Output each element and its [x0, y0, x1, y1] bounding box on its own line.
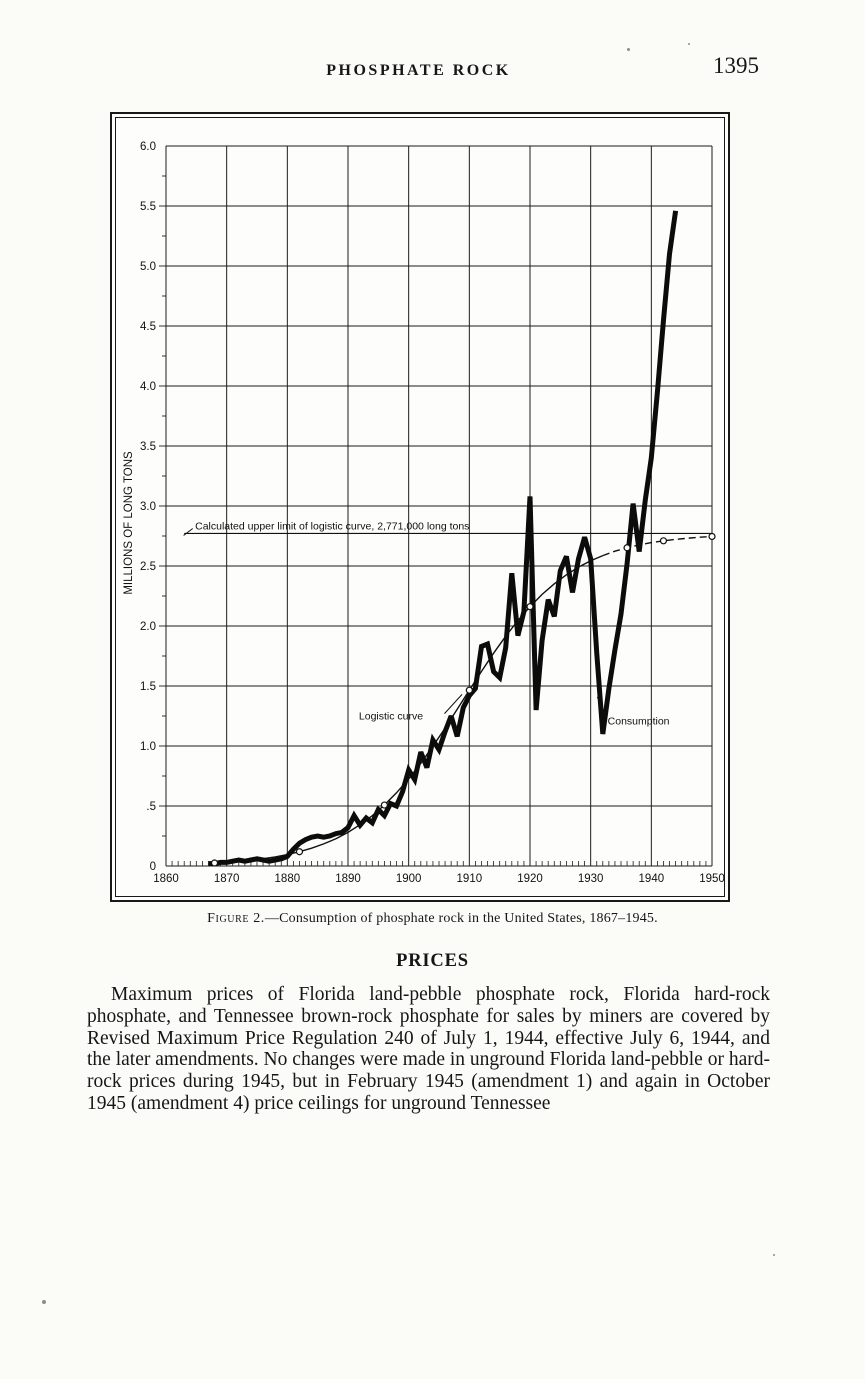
svg-text:Calculated upper limit of logi: Calculated upper limit of logistic curve… — [195, 520, 469, 532]
svg-text:5.5: 5.5 — [140, 201, 156, 213]
figure-caption-text: —Consumption of phosphate rock in the Un… — [264, 911, 658, 926]
svg-text:4.5: 4.5 — [140, 321, 156, 333]
svg-text:MILLIONS OF LONG TONS: MILLIONS OF LONG TONS — [123, 451, 135, 595]
svg-text:1.0: 1.0 — [140, 741, 156, 753]
svg-text:1920: 1920 — [517, 873, 543, 885]
figure-caption: Figure 2.—Consumption of phosphate rock … — [0, 911, 865, 927]
svg-text:5.0: 5.0 — [140, 261, 156, 273]
svg-text:1890: 1890 — [335, 873, 361, 885]
figure-inner-border: 0 .5 1.0 1.5 2.0 2.5 3.0 3.5 4.0 4.5 5.0 5.5 6.0 1860… — [115, 117, 725, 897]
svg-text:.5: .5 — [146, 801, 156, 813]
svg-text:2.0: 2.0 — [140, 621, 156, 633]
svg-text:0: 0 — [150, 861, 156, 873]
section-heading-prices: PRICES — [396, 951, 469, 971]
svg-text:Consumption: Consumption — [608, 715, 670, 727]
scan-speck — [627, 48, 630, 51]
consumption-chart: 0 .5 1.0 1.5 2.0 2.5 3.0 3.5 4.0 4.5 5.0 5.5 6.0 1860… — [123, 141, 724, 885]
svg-text:1870: 1870 — [214, 873, 240, 885]
svg-text:6.0: 6.0 — [140, 141, 156, 153]
svg-text:1900: 1900 — [396, 873, 422, 885]
scan-speck — [42, 1300, 46, 1304]
svg-text:1950: 1950 — [699, 873, 724, 885]
svg-text:3.5: 3.5 — [140, 441, 156, 453]
running-header: PHOSPHATE ROCK — [326, 62, 511, 79]
page-number: 1395 — [713, 53, 759, 78]
svg-text:Logistic curve: Logistic curve — [359, 711, 423, 723]
svg-text:1880: 1880 — [275, 873, 301, 885]
svg-text:1930: 1930 — [578, 873, 604, 885]
figure-frame: 0 .5 1.0 1.5 2.0 2.5 3.0 3.5 4.0 4.5 5.0 5.5 6.0 1860… — [110, 112, 730, 902]
body-paragraph: Maximum prices of Florida land-pebble ph… — [87, 984, 770, 1114]
scan-speck — [773, 1254, 775, 1256]
svg-text:1860: 1860 — [153, 873, 179, 885]
svg-text:4.0: 4.0 — [140, 381, 156, 393]
figure-caption-label: Figure 2. — [207, 911, 265, 926]
svg-text:1940: 1940 — [639, 873, 665, 885]
svg-text:1910: 1910 — [457, 873, 483, 885]
scan-speck — [688, 43, 690, 45]
svg-text:2.5: 2.5 — [140, 561, 156, 573]
svg-text:1.5: 1.5 — [140, 681, 156, 693]
svg-text:3.0: 3.0 — [140, 501, 156, 513]
